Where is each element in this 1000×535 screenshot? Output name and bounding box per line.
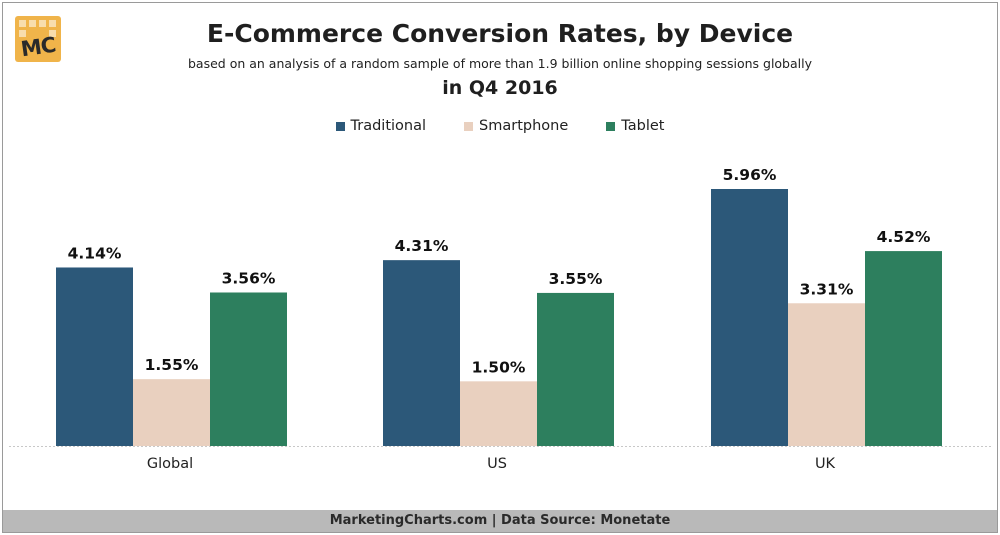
chart-period: in Q4 2016	[442, 77, 558, 99]
data-label-smartphone-uk: 3.31%	[800, 280, 854, 298]
legend-item-tablet: Tablet	[606, 118, 664, 134]
legend-swatch-traditional	[335, 121, 345, 131]
data-label-traditional-uk: 5.96%	[723, 166, 777, 184]
chart-title: E-Commerce Conversion Rates, by Device	[206, 19, 794, 48]
x-tick-label-us: US	[487, 456, 507, 472]
data-label-tablet-global: 3.56%	[222, 269, 276, 287]
bar-smartphone-global	[133, 379, 210, 446]
data-label-smartphone-global: 1.55%	[145, 356, 199, 374]
marketingcharts-logo: MC	[15, 16, 61, 62]
data-label-traditional-us: 4.31%	[395, 237, 449, 255]
legend-swatch-tablet	[606, 121, 616, 131]
bar-smartphone-uk	[788, 303, 865, 446]
legend-label-traditional: Traditional	[350, 118, 427, 134]
bar-traditional-global	[56, 267, 133, 446]
data-label-tablet-us: 3.55%	[549, 270, 603, 288]
bar-traditional-us	[383, 260, 460, 446]
legend-swatch-smartphone	[464, 121, 474, 131]
data-label-smartphone-us: 1.50%	[472, 358, 526, 376]
legend-item-smartphone: Smartphone	[464, 118, 568, 134]
bar-tablet-uk	[865, 251, 942, 446]
bar-tablet-global	[210, 292, 287, 446]
legend-item-traditional: Traditional	[335, 118, 427, 134]
legend: Traditional Smartphone Tablet	[3, 118, 997, 134]
bar-smartphone-us	[460, 381, 537, 446]
data-label-traditional-global: 4.14%	[68, 244, 122, 262]
legend-label-tablet: Tablet	[621, 118, 665, 134]
x-tick-label-uk: UK	[815, 456, 836, 472]
data-label-tablet-uk: 4.52%	[877, 228, 931, 246]
x-tick-label-global: Global	[147, 456, 193, 472]
bar-chart: 4.14% 1.55% 3.56% Global 4.31% 1.50% 3.55% US 5.…	[9, 166, 991, 472]
legend-label-smartphone: Smartphone	[479, 118, 569, 134]
bar-tablet-us	[537, 292, 614, 446]
footer-source: MarketingCharts.com | Data Source: Monet…	[3, 510, 997, 532]
chart-subtitle: based on an analysis of a random sample …	[188, 56, 812, 71]
bar-traditional-uk	[711, 189, 788, 446]
logo-grid-pattern	[15, 16, 61, 62]
